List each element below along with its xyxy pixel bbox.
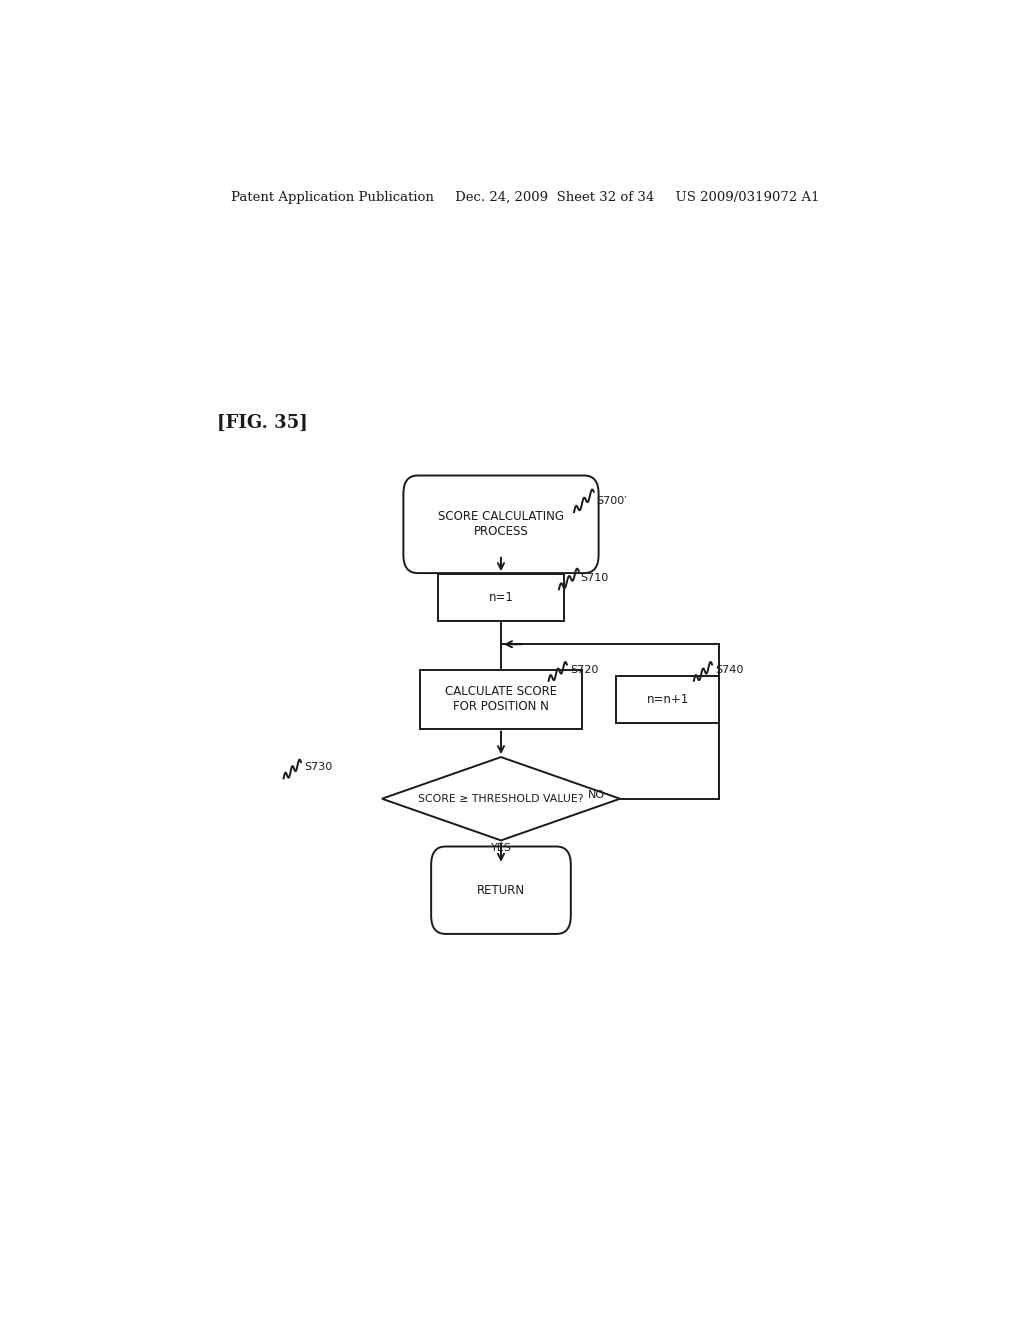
Bar bbox=[616, 676, 719, 722]
Text: n=1: n=1 bbox=[488, 591, 513, 605]
Text: S740: S740 bbox=[715, 665, 743, 675]
Text: RETURN: RETURN bbox=[477, 883, 525, 896]
Polygon shape bbox=[382, 758, 620, 841]
Text: SCORE ≥ THRESHOLD VALUE?: SCORE ≥ THRESHOLD VALUE? bbox=[418, 793, 584, 804]
Text: S720: S720 bbox=[570, 665, 598, 675]
Text: S710: S710 bbox=[581, 573, 608, 583]
Text: Patent Application Publication     Dec. 24, 2009  Sheet 32 of 34     US 2009/031: Patent Application Publication Dec. 24, … bbox=[230, 190, 819, 203]
Text: SCORE CALCULATING
PROCESS: SCORE CALCULATING PROCESS bbox=[438, 511, 564, 539]
Text: S730: S730 bbox=[304, 763, 333, 772]
Text: NO: NO bbox=[588, 789, 605, 800]
Text: n=n+1: n=n+1 bbox=[646, 693, 689, 706]
Text: YES: YES bbox=[490, 843, 511, 854]
Text: CALCULATE SCORE
FOR POSITION N: CALCULATE SCORE FOR POSITION N bbox=[445, 685, 557, 713]
FancyBboxPatch shape bbox=[403, 475, 599, 573]
FancyBboxPatch shape bbox=[431, 846, 570, 935]
Text: S700′: S700′ bbox=[596, 496, 627, 506]
Bar bbox=[437, 574, 564, 620]
Bar bbox=[420, 669, 583, 729]
Text: [FIG. 35]: [FIG. 35] bbox=[217, 413, 307, 432]
